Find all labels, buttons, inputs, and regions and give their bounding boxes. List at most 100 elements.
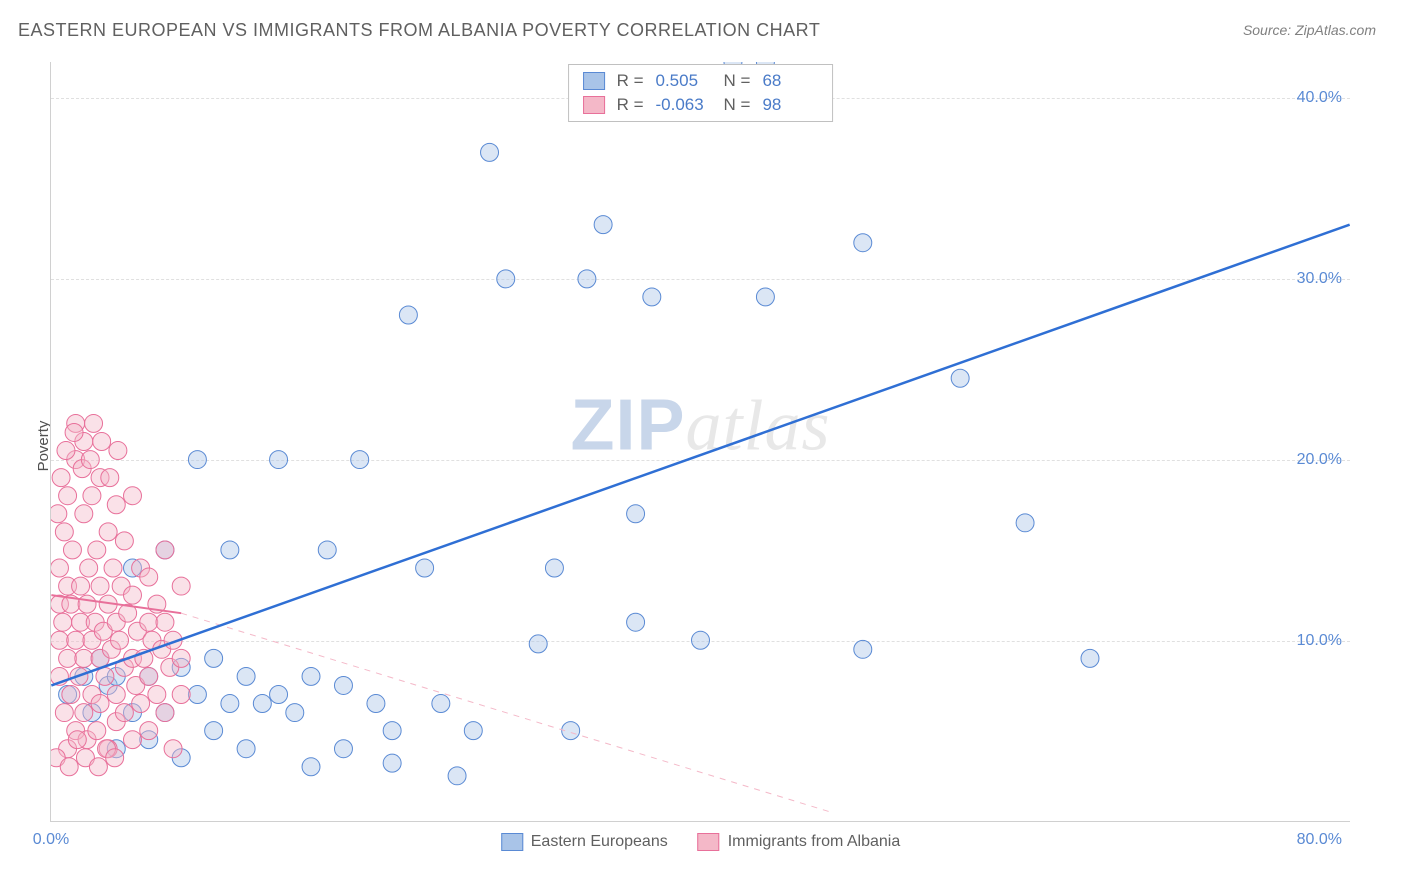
stats-r-label: R = xyxy=(617,95,644,115)
data-point xyxy=(68,731,86,749)
data-point xyxy=(75,649,93,667)
legend-label-0: Eastern Europeans xyxy=(531,833,668,851)
data-point xyxy=(67,631,85,649)
data-point xyxy=(351,451,369,469)
data-point xyxy=(205,649,223,667)
data-point xyxy=(132,695,150,713)
data-point xyxy=(55,704,73,722)
data-point xyxy=(51,631,68,649)
data-point xyxy=(91,695,109,713)
data-point xyxy=(286,704,304,722)
data-point xyxy=(52,469,70,487)
data-point xyxy=(383,722,401,740)
data-point xyxy=(156,704,174,722)
data-point xyxy=(91,577,109,595)
stats-r-value-1: -0.063 xyxy=(656,95,712,115)
data-point xyxy=(106,749,124,767)
data-point xyxy=(80,559,98,577)
x-tick-right: 80.0% xyxy=(1297,831,1342,849)
stats-row-series-1: R = -0.063 N = 98 xyxy=(583,93,819,117)
stats-row-series-0: R = 0.505 N = 68 xyxy=(583,69,819,93)
scatter-svg xyxy=(51,62,1350,821)
data-point xyxy=(148,686,166,704)
stats-n-value-1: 98 xyxy=(762,95,818,115)
stats-r-label: R = xyxy=(617,71,644,91)
stats-n-label: N = xyxy=(724,95,751,115)
data-point xyxy=(96,667,114,685)
swatch-series-0 xyxy=(583,72,605,90)
data-point xyxy=(302,758,320,776)
data-point xyxy=(270,451,288,469)
source-prefix: Source: xyxy=(1243,22,1295,38)
data-point xyxy=(545,559,563,577)
trend-line xyxy=(51,225,1349,686)
legend-swatch-1 xyxy=(698,833,720,851)
data-point xyxy=(221,541,239,559)
data-point xyxy=(88,541,106,559)
data-point xyxy=(188,451,206,469)
data-point xyxy=(334,676,352,694)
data-point xyxy=(83,487,101,505)
data-point xyxy=(383,754,401,772)
legend-label-1: Immigrants from Albania xyxy=(728,833,901,851)
legend-swatch-0 xyxy=(501,833,523,851)
data-point xyxy=(59,649,77,667)
data-point xyxy=(85,414,103,432)
data-point xyxy=(643,288,661,306)
data-point xyxy=(578,270,596,288)
data-point xyxy=(75,505,93,523)
data-point xyxy=(55,523,73,541)
trend-line xyxy=(181,613,830,812)
data-point xyxy=(253,695,271,713)
data-point xyxy=(237,667,255,685)
data-point xyxy=(416,559,434,577)
data-point xyxy=(51,559,68,577)
source-name: ZipAtlas.com xyxy=(1295,22,1376,38)
data-point xyxy=(140,568,158,586)
data-point xyxy=(334,740,352,758)
data-point xyxy=(270,686,288,704)
source-attribution: Source: ZipAtlas.com xyxy=(1243,22,1376,38)
data-point xyxy=(627,613,645,631)
data-point xyxy=(72,577,90,595)
data-point xyxy=(111,631,129,649)
data-point xyxy=(88,722,106,740)
data-point xyxy=(89,758,107,776)
legend-item-0: Eastern Europeans xyxy=(501,833,668,851)
data-point xyxy=(81,451,99,469)
data-point xyxy=(627,505,645,523)
legend-item-1: Immigrants from Albania xyxy=(698,833,901,851)
data-point xyxy=(140,722,158,740)
data-point xyxy=(54,613,72,631)
data-point xyxy=(172,686,190,704)
data-point xyxy=(205,722,223,740)
x-tick-left: 0.0% xyxy=(33,831,69,849)
correlation-stats-box: R = 0.505 N = 68 R = -0.063 N = 98 xyxy=(568,64,834,122)
chart-title: EASTERN EUROPEAN VS IMMIGRANTS FROM ALBA… xyxy=(18,20,820,41)
data-point xyxy=(115,532,133,550)
data-point xyxy=(124,731,142,749)
data-point xyxy=(104,559,122,577)
data-point xyxy=(124,586,142,604)
data-point xyxy=(464,722,482,740)
data-point xyxy=(57,442,75,460)
data-point xyxy=(1081,649,1099,667)
data-point xyxy=(107,496,125,514)
data-point xyxy=(51,505,67,523)
data-point xyxy=(109,442,127,460)
data-point xyxy=(59,487,77,505)
data-point xyxy=(172,577,190,595)
data-point xyxy=(399,306,417,324)
data-point xyxy=(75,704,93,722)
data-point xyxy=(854,234,872,252)
stats-n-value-0: 68 xyxy=(762,71,818,91)
stats-n-label: N = xyxy=(724,71,751,91)
data-point xyxy=(107,686,125,704)
data-point xyxy=(140,667,158,685)
stats-r-value-0: 0.505 xyxy=(656,71,712,91)
data-point xyxy=(692,631,710,649)
swatch-series-1 xyxy=(583,96,605,114)
data-point xyxy=(481,143,499,161)
data-point xyxy=(60,758,78,776)
data-point xyxy=(188,686,206,704)
